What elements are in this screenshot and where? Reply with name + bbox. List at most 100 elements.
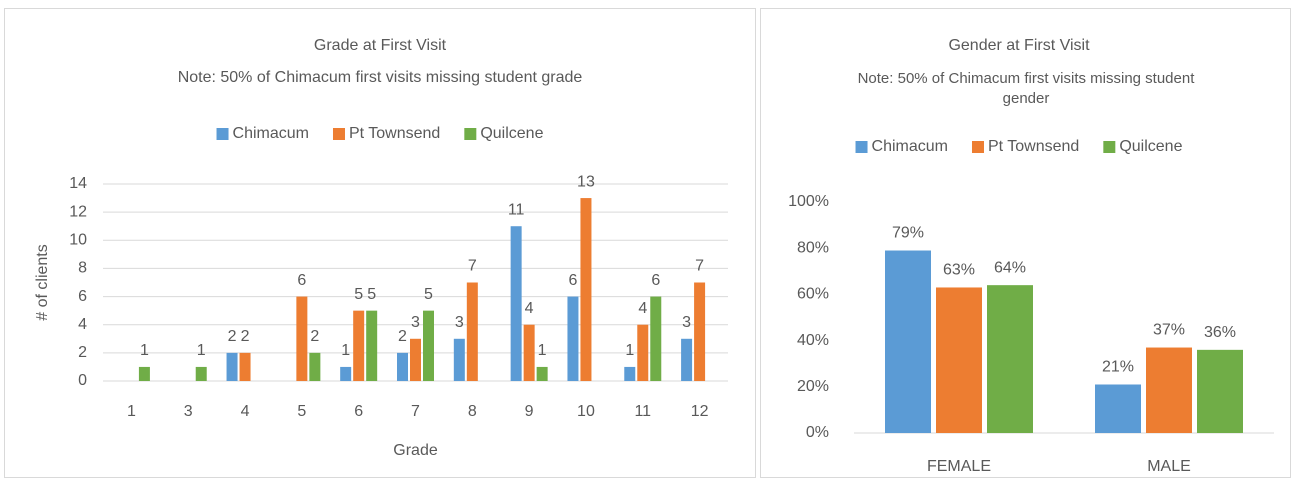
data-label: 7: [695, 258, 704, 275]
data-label: 79%: [892, 225, 924, 242]
bar: [637, 324, 649, 381]
data-label: 3: [455, 314, 464, 331]
bar: [624, 366, 636, 381]
x-tick-label: 9: [525, 403, 534, 420]
bar: [936, 287, 982, 433]
data-label: 36%: [1204, 324, 1236, 341]
bar: [523, 324, 535, 381]
x-tick-label: 4: [241, 403, 250, 420]
data-label: 13: [577, 173, 595, 190]
bar: [694, 282, 706, 381]
x-tick-label: 5: [297, 403, 306, 420]
bar: [567, 296, 579, 381]
y-tick-label: 14: [69, 175, 87, 192]
bar: [453, 338, 465, 381]
bar: [195, 366, 207, 381]
x-tick-label: 6: [354, 403, 363, 420]
data-label: 4: [525, 300, 534, 317]
bar: [1146, 347, 1192, 433]
data-label: 5: [424, 286, 433, 303]
y-tick-label: 60%: [797, 286, 829, 303]
legend-swatch: [464, 128, 477, 140]
chart-title: Grade at First Visit: [314, 37, 447, 54]
data-label: 6: [297, 272, 306, 289]
bar: [466, 282, 478, 381]
x-tick-label: 10: [577, 403, 595, 420]
x-tick-label: 8: [468, 403, 477, 420]
y-tick-label: 12: [69, 203, 87, 220]
y-tick-label: 4: [78, 316, 87, 333]
x-tick-label: MALE: [1147, 458, 1191, 475]
legend-label: Quilcene: [1119, 138, 1182, 155]
legend-swatch: [971, 141, 984, 153]
bar: [987, 285, 1033, 433]
y-tick-label: 20%: [797, 378, 829, 395]
data-label: 21%: [1102, 359, 1134, 376]
data-label: 3: [682, 314, 691, 331]
gender-panel: Gender at First Visit Chimacum Pt Townsend…: [760, 8, 1291, 478]
legend-swatch: [1103, 141, 1116, 153]
data-label: 7: [468, 258, 477, 275]
bar: [226, 352, 238, 381]
data-label: 5: [354, 286, 363, 303]
chart-subtitle: Note: 50% of Chimacum first visits missi…: [178, 69, 583, 86]
x-tick-label: 11: [634, 403, 651, 420]
grade-panel: Grade at First Visit Note: 50% of Chimacu…: [4, 8, 756, 478]
y-tick-label: 6: [78, 288, 87, 305]
data-label: 2: [241, 328, 250, 345]
bar: [397, 352, 408, 381]
data-label: 2: [398, 328, 407, 345]
legend-label: Pt Townsend: [988, 138, 1079, 155]
data-label: 11: [508, 201, 525, 218]
bar: [138, 366, 150, 381]
y-tick-label: 10: [69, 232, 87, 249]
y-tick-label: 0: [78, 372, 87, 389]
bar: [309, 352, 321, 381]
data-label: 5: [367, 286, 376, 303]
bar: [580, 198, 592, 381]
data-label: 1: [625, 342, 634, 359]
bar: [885, 250, 931, 433]
y-tick-label: 8: [78, 260, 87, 277]
bar: [340, 366, 352, 381]
bar: [366, 310, 378, 381]
bar: [650, 296, 662, 381]
legend-label: Chimacum: [872, 138, 948, 155]
x-axis-label: Grade: [393, 442, 438, 459]
bar: [353, 310, 365, 381]
y-tick-label: 80%: [797, 239, 829, 256]
data-label: 1: [197, 342, 206, 359]
x-tick-label: 3: [184, 403, 193, 420]
chart: Gender at First Visit Chimacum Pt Townsend…: [788, 37, 1274, 475]
chart: Grade at First Visit Note: 50% of Chimacu…: [34, 37, 728, 459]
bar: [239, 352, 251, 381]
data-label: 6: [569, 272, 578, 289]
y-tick-label: 40%: [797, 332, 829, 349]
data-label: 64%: [994, 259, 1026, 276]
bar: [681, 338, 693, 381]
data-label: 6: [651, 272, 660, 289]
bar: [410, 338, 421, 381]
bar: [1197, 349, 1243, 433]
bar: [1095, 384, 1141, 433]
legend-label: Pt Townsend: [349, 125, 440, 142]
data-label: 1: [140, 342, 149, 359]
data-label: 37%: [1153, 322, 1185, 339]
y-tick-label: 2: [78, 344, 87, 361]
bar: [423, 310, 434, 381]
bar: [296, 296, 308, 381]
chart-subtitle: Note: 50% of Chimacum first visits missi…: [857, 70, 1195, 107]
legend-swatch: [855, 141, 868, 153]
y-tick-label: 100%: [788, 193, 829, 210]
data-label: 3: [411, 314, 420, 331]
x-tick-label: 7: [411, 403, 420, 420]
bar: [536, 366, 548, 381]
legend-swatch: [216, 128, 229, 140]
chart-title: Gender at First Visit: [948, 37, 1090, 54]
data-label: 2: [310, 328, 319, 345]
x-tick-label: 1: [127, 403, 136, 420]
bar: [510, 226, 522, 381]
data-label: 63%: [943, 262, 975, 279]
data-label: 1: [341, 342, 350, 359]
